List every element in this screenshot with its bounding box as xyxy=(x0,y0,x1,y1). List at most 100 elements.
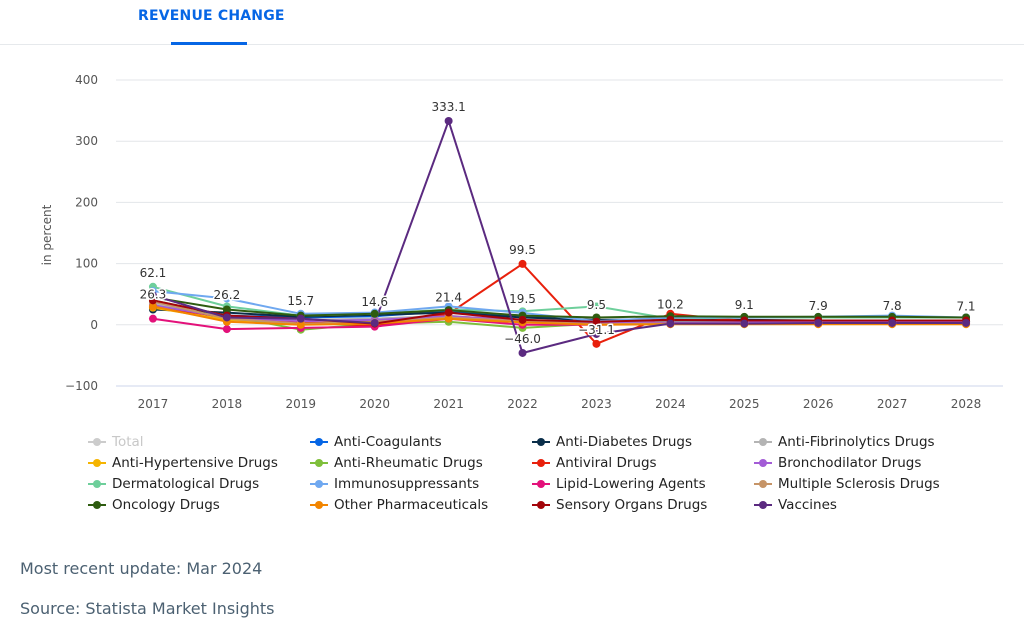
legend-item-lipid-lowering-agents[interactable]: Lipid-Lowering Agents xyxy=(532,474,706,494)
legend-marker-icon xyxy=(88,436,106,448)
source-note: Source: Statista Market Insights xyxy=(20,599,275,618)
legend-item-vaccines[interactable]: Vaccines xyxy=(754,495,837,515)
grid-lines xyxy=(116,79,1003,387)
legend-marker-icon xyxy=(754,436,772,448)
legend-marker-icon xyxy=(754,478,772,490)
series-line-other-pharmaceuticals[interactable] xyxy=(152,305,966,326)
legend-label: Lipid-Lowering Agents xyxy=(556,476,706,492)
legend-label: Anti-Coagulants xyxy=(334,434,442,450)
data-point-sensory-organs-drugs[interactable] xyxy=(592,317,601,326)
data-label: 15.7 xyxy=(287,294,314,308)
legend-item-dermatological-drugs[interactable]: Dermatological Drugs xyxy=(88,474,259,494)
legend-item-bronchodilator-drugs[interactable]: Bronchodilator Drugs xyxy=(754,453,921,473)
tab-revenue-change[interactable]: REVENUE CHANGE xyxy=(138,8,285,24)
data-label: 333.1 xyxy=(431,100,465,114)
data-label: 26.2 xyxy=(214,288,241,302)
legend-marker-icon xyxy=(88,478,106,490)
legend-item-anti-diabetes-drugs[interactable]: Anti-Diabetes Drugs xyxy=(532,432,692,452)
legend-label: Sensory Organs Drugs xyxy=(556,497,708,513)
x-tick-label: 2019 xyxy=(286,397,317,411)
data-point-antiviral-drugs[interactable] xyxy=(518,259,527,268)
data-point-antiviral-drugs[interactable] xyxy=(592,339,601,348)
x-tick-label: 2021 xyxy=(433,397,464,411)
legend-item-total[interactable]: Total xyxy=(88,432,144,452)
x-tick-label: 2028 xyxy=(951,397,982,411)
data-label: 62.1 xyxy=(140,266,167,280)
data-point-vaccines[interactable] xyxy=(370,318,379,327)
data-label: 7.8 xyxy=(883,299,902,313)
data-point-oncology-drugs[interactable] xyxy=(222,305,231,314)
legend-item-oncology-drugs[interactable]: Oncology Drugs xyxy=(88,495,220,515)
x-tick-label: 2022 xyxy=(507,397,538,411)
data-label: 9.5 xyxy=(587,298,606,312)
legend-item-anti-fibrinolytics-drugs[interactable]: Anti-Fibrinolytics Drugs xyxy=(754,432,935,452)
data-point-vaccines[interactable] xyxy=(814,318,823,327)
legend-label: Antiviral Drugs xyxy=(556,455,657,471)
data-point-lipid-lowering-agents[interactable] xyxy=(222,325,231,334)
y-tick-label: −100 xyxy=(65,379,98,393)
x-tick-label: 2020 xyxy=(359,397,390,411)
data-point-oncology-drugs[interactable] xyxy=(370,309,379,318)
data-point-vaccines[interactable] xyxy=(518,348,527,357)
x-tick-label: 2023 xyxy=(581,397,612,411)
data-point-sensory-organs-drugs[interactable] xyxy=(444,308,453,317)
legend-item-anti-rheumatic-drugs[interactable]: Anti-Rheumatic Drugs xyxy=(310,453,483,473)
data-point-vaccines[interactable] xyxy=(740,319,749,328)
legend-item-sensory-organs-drugs[interactable]: Sensory Organs Drugs xyxy=(532,495,707,515)
legend-item-other-pharmaceuticals[interactable]: Other Pharmaceuticals xyxy=(310,495,488,515)
data-point-other-pharmaceuticals[interactable] xyxy=(444,314,453,323)
legend-item-anti-hypertensive-drugs[interactable]: Anti-Hypertensive Drugs xyxy=(88,453,278,473)
legend-marker-icon xyxy=(88,457,106,469)
series-line-antiviral-drugs[interactable] xyxy=(152,262,966,345)
legend-marker-icon xyxy=(754,499,772,511)
legend-label: Anti-Hypertensive Drugs xyxy=(112,455,278,471)
legend-marker-icon xyxy=(88,499,106,511)
data-point-lipid-lowering-agents[interactable] xyxy=(148,314,157,323)
data-point-vaccines[interactable] xyxy=(962,318,971,327)
data-point-dermatological-drugs[interactable] xyxy=(592,302,601,311)
data-label: −46.0 xyxy=(504,332,541,346)
legend-label: Other Pharmaceuticals xyxy=(334,497,489,513)
data-point-sensory-organs-drugs[interactable] xyxy=(518,315,527,324)
data-point-other-pharmaceuticals[interactable] xyxy=(148,302,157,311)
y-tick-label: 300 xyxy=(75,134,98,148)
data-label: 7.1 xyxy=(956,299,975,313)
data-label: 14.6 xyxy=(361,295,388,309)
legend-label: Multiple Sclerosis Drugs xyxy=(778,476,940,492)
update-note: Most recent update: Mar 2024 xyxy=(20,559,263,578)
legend-item-immunosuppressants[interactable]: Immunosuppressants xyxy=(310,474,479,494)
data-point-vaccines[interactable] xyxy=(222,313,231,322)
series-line-oncology-drugs[interactable] xyxy=(152,296,967,319)
data-point-vaccines[interactable] xyxy=(444,116,453,125)
series-lines xyxy=(152,119,967,354)
y-axis-title: in percent xyxy=(40,204,54,265)
legend-item-antiviral-drugs[interactable]: Antiviral Drugs xyxy=(532,453,657,473)
data-point-immunosuppressants[interactable] xyxy=(222,294,231,303)
legend-marker-icon xyxy=(532,436,550,448)
legend-item-anti-coagulants[interactable]: Anti-Coagulants xyxy=(310,432,442,452)
x-tick-label: 2018 xyxy=(212,397,243,411)
legend-label: Anti-Rheumatic Drugs xyxy=(334,455,483,471)
data-point-vaccines[interactable] xyxy=(592,329,601,338)
legend-marker-icon xyxy=(310,499,328,511)
x-tick-label: 2024 xyxy=(655,397,686,411)
data-point-vaccines[interactable] xyxy=(888,318,897,327)
legend-marker-icon xyxy=(310,436,328,448)
y-tick-label: 100 xyxy=(75,257,98,271)
legend-label: Immunosuppressants xyxy=(334,476,480,492)
y-tick-label: 0 xyxy=(90,318,98,332)
legend-label: Anti-Diabetes Drugs xyxy=(556,434,693,450)
data-point-vaccines[interactable] xyxy=(148,291,157,300)
legend-label: Anti-Fibrinolytics Drugs xyxy=(778,434,935,450)
data-point-other-pharmaceuticals[interactable] xyxy=(296,320,305,329)
y-tick-label: 400 xyxy=(75,73,98,87)
legend-label: Total xyxy=(112,434,144,450)
legend-item-multiple-sclerosis-drugs[interactable]: Multiple Sclerosis Drugs xyxy=(754,474,940,494)
series-line-vaccines[interactable] xyxy=(152,119,966,354)
x-tick-label: 2025 xyxy=(729,397,760,411)
data-point-vaccines[interactable] xyxy=(296,314,305,323)
data-label: 26.3 xyxy=(140,288,167,302)
data-label: 7.9 xyxy=(809,299,828,313)
data-point-vaccines[interactable] xyxy=(666,319,675,328)
